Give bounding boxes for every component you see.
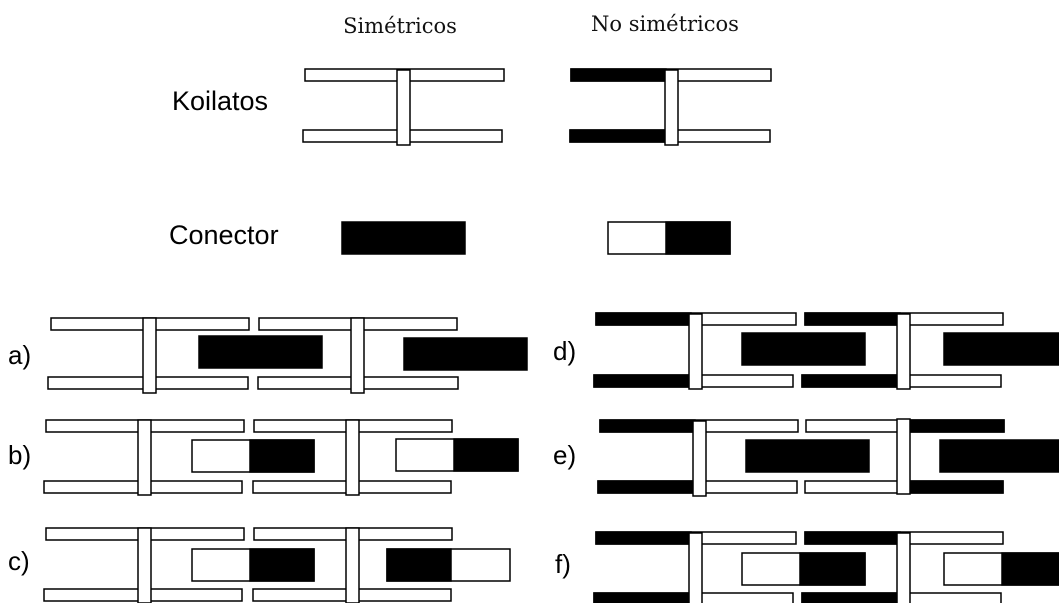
koilato-bar-bottom-dark xyxy=(569,129,667,143)
variant-f xyxy=(593,531,1059,603)
variant-label-f: f) xyxy=(555,549,571,579)
koilato-symmetric xyxy=(302,68,505,146)
header-symmetric: Simétricos xyxy=(343,14,457,38)
conector-asymmetric xyxy=(607,221,731,255)
conector-symmetric xyxy=(341,221,466,255)
koilato-upright xyxy=(396,69,411,146)
variant-b xyxy=(43,419,519,496)
variant-label-c: c) xyxy=(8,546,30,576)
variant-a xyxy=(47,317,528,394)
variant-label-b: b) xyxy=(8,440,31,470)
variant-label-e: e) xyxy=(553,440,576,470)
row-label-conector: Conector xyxy=(169,220,279,250)
variant-c xyxy=(43,527,511,603)
koilato-upright xyxy=(664,69,679,146)
koilato-bar-top-dark xyxy=(570,68,667,82)
variant-label-d: d) xyxy=(553,336,576,366)
koilato-asymmetric xyxy=(569,68,772,146)
variant-label-a: a) xyxy=(8,340,31,370)
variant-d xyxy=(593,312,1059,390)
row-label-koilatos: Koilatos xyxy=(172,86,268,116)
variant-e xyxy=(597,418,1059,497)
header-asymmetric: No simétricos xyxy=(591,12,739,36)
